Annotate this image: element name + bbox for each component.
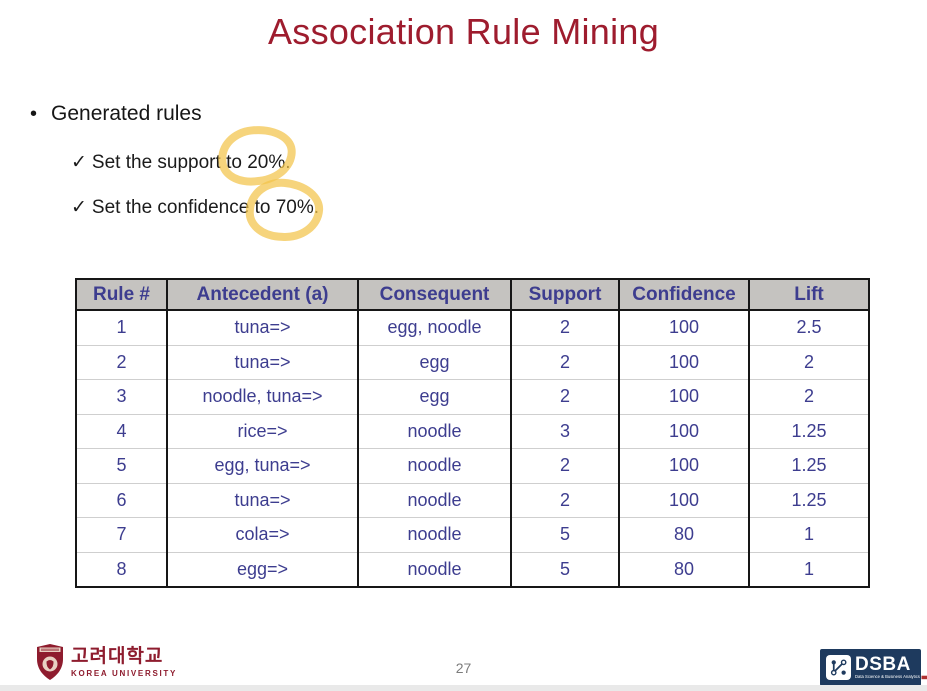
korea-university-logo: 고려대학교 KOREA UNIVERSITY [37, 644, 177, 680]
table-cell: noodle [357, 517, 512, 552]
table-cell: 80 [618, 517, 750, 552]
dsba-acronym: DSBA [855, 653, 911, 675]
table-cell: 2 [510, 344, 620, 380]
check-text-highlighted: to 70%. [254, 197, 320, 218]
page-number: 27 [455, 660, 472, 676]
table-cell: tuna=> [166, 344, 359, 380]
table-cell: 1.25 [748, 413, 870, 449]
rules-table: Rule # Antecedent (a) Consequent Support Con… [75, 278, 870, 588]
table-cell: 2 [510, 482, 620, 518]
table-cell: egg, tuna=> [166, 448, 359, 483]
table-cell: 2 [748, 379, 870, 414]
table-cell: 1.25 [748, 448, 870, 483]
check-item-support: ✓ Set the support to 20%. [71, 151, 291, 174]
table-cell: noodle [357, 448, 512, 483]
table-cell: tuna=> [166, 482, 359, 518]
checkmark-icon: ✓ [71, 197, 87, 218]
table-cell: 100 [618, 309, 750, 345]
column-header-5: Lift [748, 278, 870, 311]
page-title: Association Rule Mining [267, 11, 660, 52]
highlight-ellipse-confidence: to 70%. [255, 197, 319, 219]
table-row: 1 tuna=> egg, noodle 2 100 2.5 [75, 309, 870, 345]
table-cell: noodle [357, 551, 512, 587]
table-cell: egg=> [166, 551, 359, 587]
network-graph-icon [826, 655, 851, 680]
table-cell: rice=> [166, 413, 359, 449]
table-cell: noodle [357, 482, 512, 518]
table-cell: 4 [75, 413, 168, 449]
dsba-red-chip [921, 674, 927, 679]
table-cell: 5 [510, 551, 620, 587]
table-cell: noodle, tuna=> [166, 379, 359, 414]
table-cell: 7 [75, 517, 168, 552]
table-cell: egg [357, 344, 512, 380]
column-header-3: Support [510, 278, 620, 311]
table-cell: 100 [618, 482, 750, 518]
table-cell: 3 [510, 413, 620, 449]
table-cell: egg, noodle [357, 309, 512, 345]
table-cell: 5 [510, 517, 620, 552]
table-row: 5 egg, tuna=> noodle 2 100 1.25 [75, 448, 870, 483]
table-cell: 2 [75, 344, 168, 380]
table-cell: 2 [510, 309, 620, 345]
university-name-block: 고려대학교 KOREA UNIVERSITY [71, 646, 177, 678]
table-cell: 5 [75, 448, 168, 483]
table-cell: 2 [510, 448, 620, 483]
table-row: 4 rice=> noodle 3 100 1.25 [75, 413, 870, 449]
bullet-text: Generated rules [51, 102, 202, 125]
table-cell: 2 [748, 344, 870, 380]
table-cell: 8 [75, 551, 168, 587]
table-row: 3 noodle, tuna=> egg 2 100 2 [75, 379, 870, 414]
column-header-2: Consequent [357, 278, 512, 311]
check-text-prefix: Set the support [91, 152, 227, 173]
highlight-ellipse-support: to 20%. [226, 152, 290, 174]
table-cell: tuna=> [166, 309, 359, 345]
rules-table-header-row: Rule # Antecedent (a) Consequent Support Con… [75, 278, 870, 311]
table-cell: cola=> [166, 517, 359, 552]
table-cell: 80 [618, 551, 750, 587]
university-name-korean: 고려대학교 [71, 646, 164, 667]
table-cell: egg [357, 379, 512, 414]
table-row: 7 cola=> noodle 5 80 1 [75, 517, 870, 552]
table-cell: 100 [618, 413, 750, 449]
rules-table-body: 1 tuna=> egg, noodle 2 100 2.5 2 tuna=> egg 2 100 2… [75, 309, 870, 587]
column-header-0: Rule # [75, 278, 168, 311]
table-cell: 6 [75, 482, 168, 518]
table-cell: 1.25 [748, 482, 870, 518]
check-text-highlighted: to 20%. [226, 152, 291, 173]
table-row: 2 tuna=> egg 2 100 2 [75, 344, 870, 380]
slide-bottom-edge [0, 685, 927, 691]
table-row: 8 egg=> noodle 5 80 1 [75, 551, 870, 587]
column-header-4: Confidence [618, 278, 750, 311]
table-cell: 2 [510, 379, 620, 414]
university-name-english: KOREA UNIVERSITY [71, 669, 178, 678]
table-cell: noodle [357, 413, 512, 449]
dsba-tagline-text: Data Science & Business Analytics [855, 674, 920, 679]
dsba-text-block: DSBA Data Science & Business Analytics [855, 655, 927, 681]
table-cell: 1 [748, 517, 870, 552]
table-cell: 3 [75, 379, 168, 414]
table-cell: 100 [618, 448, 750, 483]
university-crest-icon [37, 644, 63, 680]
check-item-confidence: ✓ Set the confidence to 70%. [71, 196, 319, 219]
table-cell: 100 [618, 344, 750, 380]
table-row: 6 tuna=> noodle 2 100 1.25 [75, 482, 870, 518]
check-text-prefix: Set the confidence [91, 197, 255, 218]
checkmark-icon: ✓ [71, 152, 87, 173]
dsba-tagline: Data Science & Business Analytics [855, 675, 927, 679]
bullet-dot-icon: • [30, 103, 38, 125]
column-header-1: Antecedent (a) [166, 278, 359, 311]
table-cell: 2.5 [748, 309, 870, 345]
table-cell: 1 [748, 551, 870, 587]
dsba-logo: DSBA Data Science & Business Analytics [820, 649, 927, 686]
table-cell: 100 [618, 379, 750, 414]
bullet-item-generated-rules: • Generated rules [30, 102, 202, 126]
table-cell: 1 [75, 309, 168, 345]
